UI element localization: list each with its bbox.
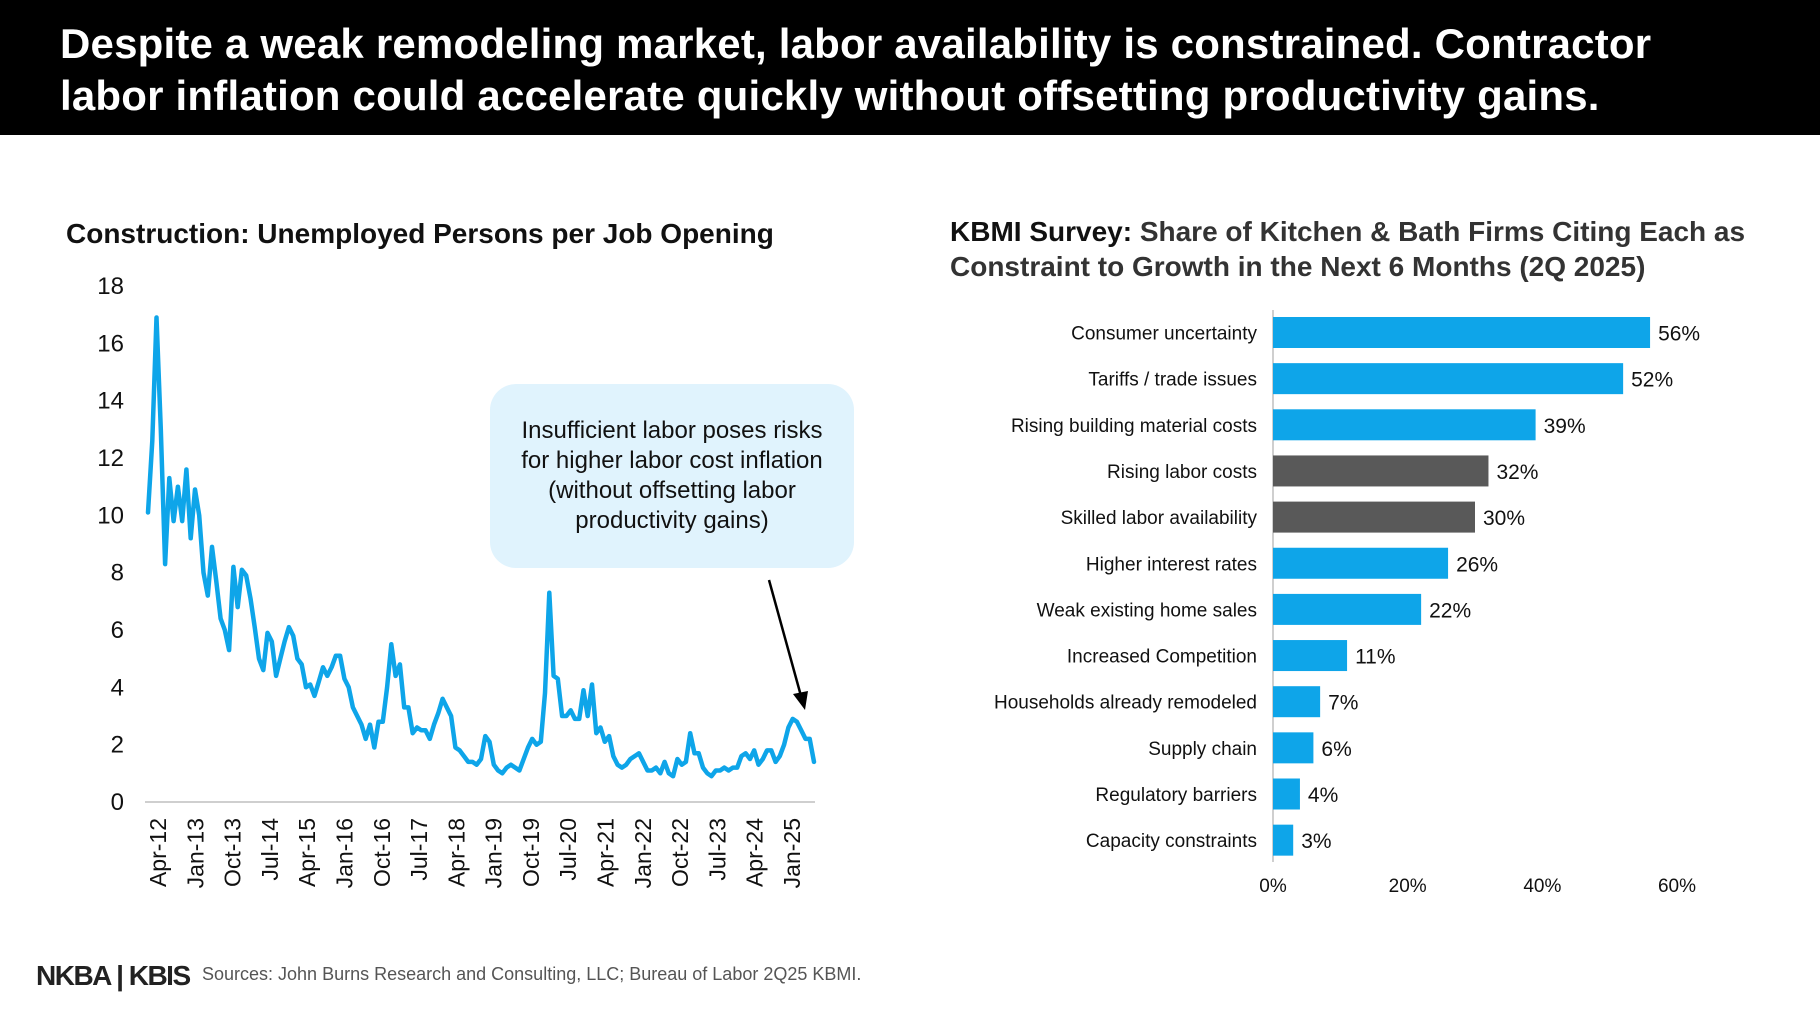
x-tick-label: Jul-14 [257,818,283,881]
bar [1273,686,1321,718]
x-tick-label: Oct-19 [518,818,544,887]
bar-category-label: Households already remodeled [994,693,1257,714]
callout-arrow-head [793,691,808,710]
bar [1273,547,1449,579]
x-tick-label: Apr-15 [294,818,320,887]
y-tick-label: 0 [111,789,124,816]
x-tick-label: Jan-19 [481,818,507,888]
bar-value-label: 11% [1355,646,1395,669]
x-tick-label: 20% [1389,876,1427,897]
y-tick-label: 4 [111,674,124,701]
callout-arrow-line [767,579,803,697]
bar [1273,593,1422,625]
x-tick-label: Jul-20 [555,818,581,881]
x-tick-label: 40% [1523,876,1561,897]
x-tick-label: 0% [1259,876,1287,897]
header-banner: Despite a weak remodeling market, labor … [0,0,1820,135]
bar-category-label: Rising labor costs [1107,462,1257,483]
bar-value-label: 6% [1321,738,1351,761]
y-tick-label: 14 [97,388,124,415]
bar-chart: Consumer uncertainty 56% Tariffs / trade i… [994,310,1700,897]
y-tick-label: 6 [111,617,124,644]
bar-value-label: 52% [1631,369,1673,392]
x-tick-label: Apr-18 [443,818,469,887]
bar [1273,501,1475,533]
line-chart-title: Construction: Unemployed Persons per Job… [66,218,774,249]
bar-category-label: Consumer uncertainty [1071,324,1257,345]
bar-category-label: Tariffs / trade issues [1088,370,1257,391]
x-tick-label: Jul-17 [406,818,432,881]
bar-value-label: 7% [1328,692,1358,715]
y-tick-label: 8 [111,560,124,587]
bar-value-label: 26% [1456,553,1498,576]
x-tick-label: Oct-16 [369,818,395,887]
bar-value-label: 39% [1544,415,1586,438]
bar-category-label: Capacity constraints [1086,831,1257,852]
x-tick-label: Oct-22 [667,818,693,887]
bar-category-label: Higher interest rates [1086,554,1257,575]
bar-value-label: 4% [1308,784,1338,807]
bar-value-label: 3% [1301,830,1331,853]
line-chart: 0 2 4 6 8 10 12 14 16 18 Apr-12 Jan-13 Oct-13 Jul-14 A… [97,273,817,888]
x-tick-label: Apr-24 [742,818,768,887]
bar [1273,732,1314,764]
bar [1273,824,1294,856]
y-tick-label: 18 [97,273,124,300]
y-tick-label: 2 [111,732,124,759]
bar-category-label: Regulatory barriers [1095,785,1257,806]
bar-chart-title: KBMI Survey: Share of Kitchen & Bath Fir… [950,214,1750,284]
y-tick-label: 12 [97,445,124,472]
y-tick-label: 16 [97,330,124,357]
x-tick-label: Jul-23 [704,818,730,881]
bar-chart-title-rest: Share of Kitchen & Bath Firms Citing Eac… [950,216,1746,282]
bar-category-label: Rising building material costs [1011,416,1257,437]
bar-value-label: 22% [1429,599,1471,622]
bar-value-label: 30% [1483,507,1525,530]
nkba-kbis-logo: NKBA | KBIS [36,960,191,991]
bar-category-label: Increased Competition [1067,647,1257,668]
bar-category-label: Weak existing home sales [1037,600,1257,621]
x-tick-label: Jan-16 [331,818,357,888]
x-tick-label: Apr-21 [593,818,619,887]
bar [1273,317,1651,348]
x-tick-label: Oct-13 [220,818,246,887]
sources-note: Sources: John Burns Research and Consult… [202,964,862,984]
x-tick-label: Jan-13 [182,818,208,888]
bar-value-label: 56% [1658,323,1700,346]
slide-title: Despite a weak remodeling market, labor … [60,20,1652,119]
bar-category-label: Supply chain [1148,739,1257,760]
chart-callout: Insufficient labor poses risks for highe… [490,384,854,568]
bar [1273,409,1536,441]
x-tick-label: 60% [1658,876,1696,897]
bar [1273,778,1300,810]
bar [1273,640,1348,672]
bar-chart-title-bold: KBMI Survey: [950,216,1133,247]
x-tick-label: Jan-25 [779,818,805,888]
bar-category-label: Skilled labor availability [1061,508,1258,529]
bar-value-label: 32% [1496,461,1538,484]
bar [1273,455,1489,487]
y-tick-label: 10 [97,502,124,529]
x-tick-label: Jan-22 [630,818,656,888]
line-series [145,315,817,779]
bar [1273,363,1624,395]
x-tick-label: Apr-12 [145,818,171,887]
